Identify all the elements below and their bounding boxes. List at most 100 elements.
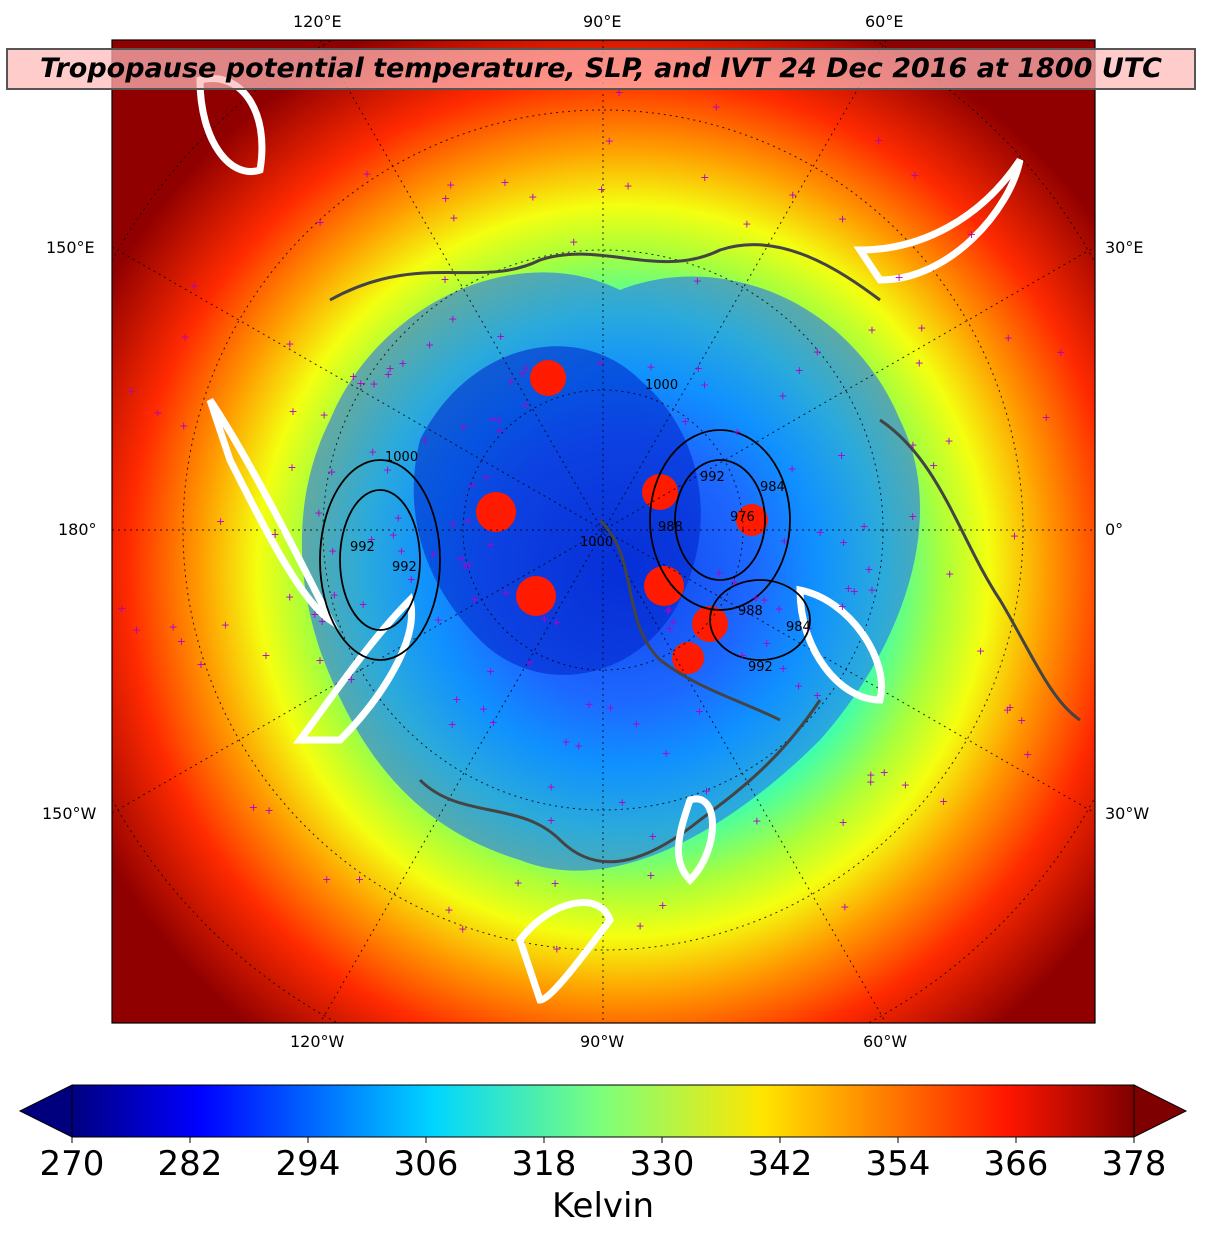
station-marker: + <box>132 623 141 636</box>
station-marker: + <box>452 693 461 706</box>
station-marker: + <box>318 615 327 628</box>
coastlines <box>329 243 1081 864</box>
station-marker: + <box>513 876 522 889</box>
station-marker: + <box>778 390 787 403</box>
station-marker: + <box>189 279 198 292</box>
colorbar-extend-max <box>1133 1084 1188 1138</box>
station-marker: + <box>310 608 319 621</box>
station-marker: + <box>525 657 534 670</box>
station-marker: + <box>467 478 476 491</box>
lon-label-right: 0° <box>1105 520 1124 539</box>
map-frame <box>111 39 1096 1024</box>
lon-label-left: 180° <box>58 520 97 539</box>
station-marker: + <box>712 101 721 114</box>
station-marker: + <box>347 673 356 686</box>
station-marker: + <box>486 538 495 551</box>
station-marker: + <box>394 512 403 525</box>
station-marker: + <box>397 545 406 558</box>
station-marker: + <box>702 784 711 797</box>
station-marker: + <box>738 649 747 662</box>
station-marker: + <box>895 271 904 284</box>
station-marker: + <box>384 368 393 381</box>
slp-contour-label: 988 <box>658 520 683 535</box>
station-marker: + <box>315 654 324 667</box>
station-marker: + <box>850 585 859 598</box>
station-marker: + <box>908 510 917 523</box>
station-marker: + <box>327 466 336 479</box>
station-marker: + <box>663 605 672 618</box>
station-marker: + <box>867 323 876 336</box>
station-marker: + <box>177 635 186 648</box>
station-marker: + <box>440 273 449 286</box>
slp-contour-label: 976 <box>730 510 755 525</box>
station-marker: + <box>618 796 627 809</box>
slp-contour-label: 1000 <box>580 535 614 550</box>
station-marker: + <box>976 644 985 657</box>
station-marker: + <box>518 367 527 380</box>
station-marker: + <box>367 533 376 546</box>
station-marker: + <box>929 459 938 472</box>
station-marker: + <box>196 658 205 671</box>
station-marker: + <box>496 330 505 343</box>
station-marker: + <box>874 134 883 147</box>
station-marker: + <box>695 705 704 718</box>
station-marker: + <box>838 213 847 226</box>
colorbar-tick-label: 330 <box>629 1144 695 1184</box>
station-marker: + <box>844 582 853 595</box>
station-marker: + <box>910 169 919 182</box>
station-marker: + <box>1023 748 1032 761</box>
slp-contour-label: 988 <box>738 604 763 619</box>
station-marker: + <box>795 364 804 377</box>
station-marker: + <box>945 568 954 581</box>
station-marker: + <box>794 680 803 693</box>
colorbar-ticks <box>71 1137 1135 1143</box>
station-marker: + <box>407 573 416 586</box>
station-marker: + <box>944 435 953 448</box>
station-marker: + <box>288 405 297 418</box>
station-marker: + <box>867 583 876 596</box>
station-marker: + <box>787 463 796 476</box>
station-marker: + <box>179 419 188 432</box>
station-marker: + <box>804 622 813 635</box>
lon-label-right: 30°E <box>1105 238 1144 257</box>
station-marker: + <box>441 192 450 205</box>
station-marker: + <box>486 665 495 678</box>
station-marker: + <box>752 815 761 828</box>
station-marker: + <box>584 698 593 711</box>
station-marker: + <box>506 375 515 388</box>
station-marker: + <box>547 814 556 827</box>
lon-label-top: 90°E <box>583 12 622 31</box>
station-marker: + <box>216 515 225 528</box>
station-marker: + <box>458 922 467 935</box>
lon-label-top: 60°E <box>865 12 904 31</box>
station-marker: + <box>521 362 530 375</box>
slp-contour-label: 992 <box>700 470 725 485</box>
station-marker: + <box>481 471 490 484</box>
map-panel: + + + + + + + + + + + + + + + + + + + + + + + + + + + + + + + + + + + + + + + +… <box>112 40 1095 1023</box>
station-marker: + <box>456 553 465 566</box>
station-marker: + <box>398 357 407 370</box>
station-marker: + <box>265 804 274 817</box>
station-marker: + <box>815 526 824 539</box>
station-marker: + <box>780 535 789 548</box>
colorbar-title: Kelvin <box>551 1186 655 1226</box>
station-marker: + <box>287 461 296 474</box>
station-marker: + <box>662 747 671 760</box>
station-marker: + <box>489 716 498 729</box>
pv-anomaly <box>644 566 684 606</box>
station-marker: + <box>285 337 294 350</box>
station-marker: + <box>732 426 741 439</box>
colorbar-tick-label: 366 <box>983 1144 1049 1184</box>
station-marker: + <box>693 275 702 288</box>
station-marker: + <box>901 778 910 791</box>
lon-label-left: 150°W <box>42 804 97 823</box>
station-marker: + <box>314 506 323 519</box>
station-marker: + <box>859 520 868 533</box>
station-marker: + <box>1056 346 1065 359</box>
station-marker: + <box>470 593 479 606</box>
pv-anomaly <box>672 642 704 674</box>
station-marker: + <box>939 795 948 808</box>
colorbar-tick-label: 318 <box>511 1144 577 1184</box>
slp-contour-label: 992 <box>350 540 375 555</box>
